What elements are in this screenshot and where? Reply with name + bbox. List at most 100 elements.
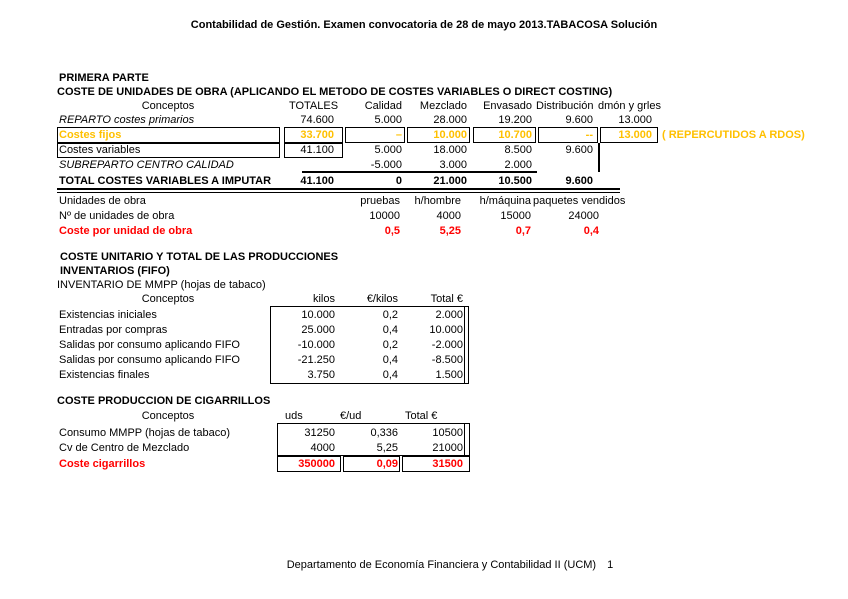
document-title: Contabilidad de Gestión. Examen convocat… (190, 19, 658, 31)
inventory-kilos: 25.000 (301, 324, 335, 336)
inventory-kilos: 3.750 (307, 369, 335, 381)
subreparto-mezclado: 3.000 (439, 159, 467, 171)
subtotal-underline (302, 171, 537, 173)
inventory-row: Salidas por consumo aplicando FIFO -10.0… (0, 338, 848, 353)
costes-fijos-label-box (57, 127, 280, 143)
reparto-admon: 13.000 (618, 114, 652, 126)
costes-variables-row: Costes variables 41.100 5.000 18.000 8.5… (0, 143, 848, 158)
total-mezclado: 21.000 (433, 175, 467, 187)
total-totales: 41.100 (300, 175, 334, 187)
inventory-total: -2.000 (431, 339, 463, 351)
inventory-label: Existencias iniciales (59, 309, 157, 321)
cigarrillos-header-total: Total € (405, 410, 438, 422)
inventory-kilos: -21.250 (297, 354, 335, 366)
header-admon: dmón y grles (598, 100, 661, 112)
footer-page-number: 1 (607, 559, 614, 571)
costes-variables-label-box (57, 143, 280, 158)
header-totales: TOTALES (288, 100, 339, 112)
coste-unidad-distribucion: 0,4 (583, 225, 599, 237)
total-double-line-top (57, 188, 620, 190)
header-distribucion: Distribución (536, 100, 594, 112)
reparto-distribucion: 9.600 (565, 114, 593, 126)
inventory-kilos: -10.000 (297, 339, 335, 351)
inventory-header-precio: €/kilos (366, 293, 398, 305)
cigarrillos-table-box (277, 423, 470, 456)
num-unidades-row: Nº de unidades de obra 10000 4000 15000 … (0, 209, 848, 224)
subreparto-envasado: 2.000 (504, 159, 532, 171)
part1-heading: PRIMERA PARTE (59, 72, 149, 84)
total-calidad: 0 (395, 175, 402, 187)
coste-cigarrillos-row: Coste cigarrillos 350000 0,09 31500 (0, 457, 848, 472)
num-unidades-distribucion: 24000 (568, 210, 599, 222)
inventory-inner-line (464, 306, 465, 384)
coste-cigarrillos-total-box (402, 456, 470, 472)
inventory-header-row: Conceptos kilos €/kilos Total € (0, 292, 848, 307)
cigarrillos-row: Consumo MMPP (hojas de tabaco) 31250 0,3… (0, 426, 848, 441)
costes-fijos-mezclado: 10.000 (433, 129, 467, 141)
inventory-row: Entradas por compras 25.000 0,4 10.000 (0, 323, 848, 338)
inventory-label: Existencias finales (59, 369, 150, 381)
inventory-total: -8.500 (431, 354, 463, 366)
costes-fijos-distribucion: -- (585, 129, 593, 141)
costes-fijos-envasado: 10.700 (498, 129, 532, 141)
costes-fijos-calidad-box (345, 127, 405, 143)
num-unidades-calidad: 10000 (369, 210, 400, 222)
costes-variables-label: Costes variables (59, 144, 141, 156)
num-unidades-label: Nº de unidades de obra (59, 210, 175, 222)
inventory-precio: 0,4 (382, 369, 398, 381)
costes-variables-totales-box (284, 143, 343, 158)
unidades-obra-row: Unidades de obra pruebas h/hombre h/máqu… (0, 194, 848, 209)
coste-cigarrillos-label: Coste cigarrillos (59, 458, 146, 470)
costes-variables-totales: 41.100 (300, 144, 334, 156)
total-label: TOTAL COSTES VARIABLES A IMPUTAR (59, 175, 272, 187)
inventory-total: 10.000 (429, 324, 463, 336)
inventory-row: Existencias finales 3.750 0,4 1.500 (0, 368, 848, 383)
coste-unidad-row: Coste por unidad de obra 0,5 5,25 0,7 0,… (0, 224, 848, 239)
cigarrillos-uds: 4000 (310, 442, 335, 454)
part2-caption: INVENTARIO DE MMPP (hojas de tabaco) (57, 279, 266, 291)
costes-fijos-totales: 33.700 (300, 129, 334, 141)
reparto-totales: 74.600 (300, 114, 334, 126)
subreparto-calidad: -5.000 (370, 159, 402, 171)
inventory-label: Salidas por consumo aplicando FIFO (59, 339, 240, 351)
inventory-total: 1.500 (435, 369, 463, 381)
costes-variables-mezclado: 18.000 (433, 144, 467, 156)
inventory-label: Salidas por consumo aplicando FIFO (59, 354, 240, 366)
inventory-row: Existencias iniciales 10.000 0,2 2.000 (0, 308, 848, 323)
total-double-line-bottom (57, 192, 620, 193)
costes-fijos-row: Costes fijos 33.700 – 10.000 10.700 -- 1… (0, 128, 848, 143)
costes-fijos-envasado-box (473, 127, 536, 143)
costes-fijos-label: Costes fijos (59, 129, 122, 141)
cigarrillos-header-precio: €/ud (340, 410, 362, 422)
part3-heading: COSTE PRODUCCION DE CIGARRILLOS (57, 395, 271, 407)
num-unidades-mezclado: 4000 (436, 210, 461, 222)
inventory-kilos: 10.000 (301, 309, 335, 321)
inventory-total: 2.000 (435, 309, 463, 321)
costes-fijos-mezclado-box (407, 127, 470, 143)
coste-unidad-envasado: 0,7 (515, 225, 531, 237)
inventory-label: Entradas por compras (59, 324, 168, 336)
inventory-precio: 0,4 (382, 354, 398, 366)
reparto-mezclado: 28.000 (433, 114, 467, 126)
subreparto-row: SUBREPARTO CENTRO CALIDAD -5.000 3.000 2… (0, 158, 848, 173)
costes-fijos-distribucion-box (538, 127, 598, 143)
reparto-calidad: 5.000 (374, 114, 402, 126)
unidades-mezclado: h/hombre (414, 195, 461, 207)
page-footer: Departamento de Economía Financiera y Co… (50, 558, 848, 573)
inventory-row: Salidas por consumo aplicando FIFO -21.2… (0, 353, 848, 368)
header-conceptos: Conceptos (141, 100, 195, 112)
inventory-header-total: Total € (430, 293, 463, 305)
cigarrillos-total: 21000 (432, 442, 463, 454)
reparto-envasado: 19.200 (498, 114, 532, 126)
header-envasado: Envasado (483, 100, 532, 112)
unidades-distribucion: paquetes vendidos (533, 195, 626, 207)
inventory-precio: 0,4 (382, 324, 398, 336)
reparto-label: REPARTO costes primarios (59, 114, 195, 126)
costes-fijos-calidad: – (395, 129, 402, 141)
inventory-table-box (270, 306, 469, 384)
header-calidad: Calidad (364, 100, 402, 112)
cigarrillos-row: Cv de Centro de Mezclado 4000 5,25 21000 (0, 441, 848, 456)
inventory-header-kilos: kilos (312, 293, 335, 305)
costes-variables-distribucion: 9.600 (565, 144, 593, 156)
